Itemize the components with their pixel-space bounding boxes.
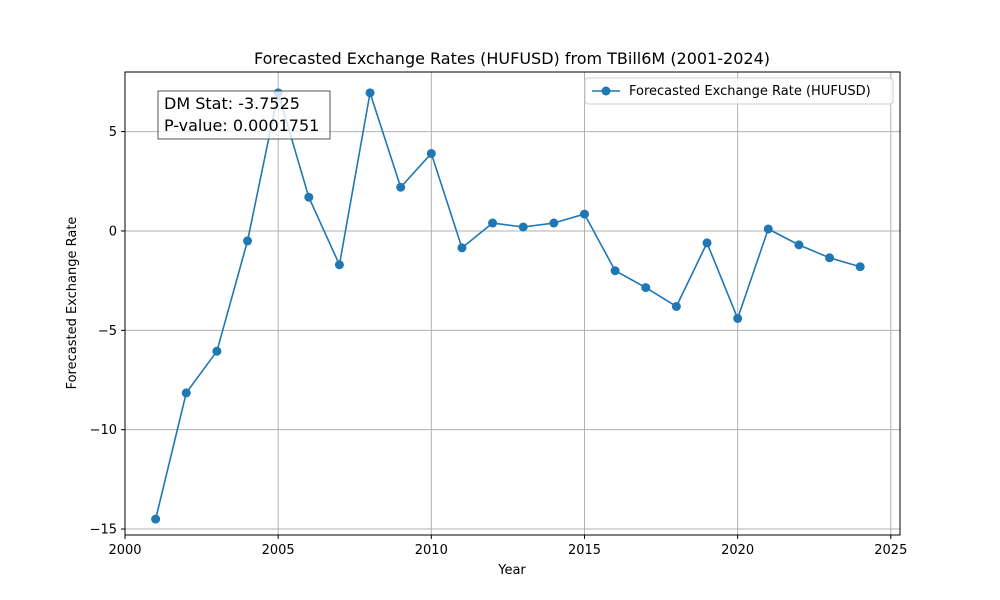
y-tick-label: −10 [90, 423, 117, 438]
y-axis-label: Forecasted Exchange Rate [65, 217, 80, 390]
data-point [181, 388, 191, 398]
y-tick-label: 5 [109, 125, 117, 140]
chart-title: Forecasted Exchange Rates (HUFUSD) from … [254, 49, 770, 68]
data-point [855, 262, 865, 272]
x-axis-label: Year [497, 563, 526, 578]
dm-stat-annotation: DM Stat: -3.7525 P-value: 0.0001751 [157, 90, 331, 140]
x-tick-label: 2005 [262, 543, 295, 558]
data-point [304, 192, 314, 202]
data-point [518, 222, 528, 232]
legend: Forecasted Exchange Rate (HUFUSD) [584, 77, 894, 105]
y-tick-label: 0 [109, 224, 117, 239]
x-tick-label: 2025 [874, 543, 907, 558]
axis-ticks: 2000 2005 2010 2015 2020 2025 −15 −10 −5 0 5 [90, 125, 908, 558]
x-tick-label: 2015 [568, 543, 601, 558]
data-point [702, 238, 712, 248]
data-point [488, 218, 498, 228]
data-point [610, 266, 620, 276]
y-tick-label: −15 [90, 523, 117, 538]
y-tick-label: −5 [98, 324, 117, 339]
annotation-dm-stat: DM Stat: -3.7525 [164, 94, 300, 113]
data-point [794, 240, 804, 250]
data-point [426, 148, 436, 158]
data-point [641, 283, 651, 293]
data-point [763, 224, 773, 234]
legend-label: Forecasted Exchange Rate (HUFUSD) [629, 84, 871, 99]
annotation-box [157, 90, 331, 140]
data-point [365, 88, 375, 98]
data-point [457, 243, 467, 253]
legend-box [584, 77, 894, 105]
data-point [396, 182, 406, 192]
data-point [212, 346, 222, 356]
data-point [825, 253, 835, 263]
data-point [733, 313, 743, 323]
x-tick-label: 2010 [415, 543, 448, 558]
data-point [334, 260, 344, 270]
annotation-p-value: P-value: 0.0001751 [164, 116, 319, 135]
data-point [671, 301, 681, 311]
plot-area-frame [124, 71, 901, 536]
x-tick-label: 2020 [721, 543, 754, 558]
data-point [549, 218, 559, 228]
data-point [579, 209, 589, 219]
legend-marker-swatch [601, 86, 611, 96]
data-point [151, 514, 161, 524]
data-point [243, 236, 253, 246]
x-tick-label: 2000 [108, 543, 141, 558]
